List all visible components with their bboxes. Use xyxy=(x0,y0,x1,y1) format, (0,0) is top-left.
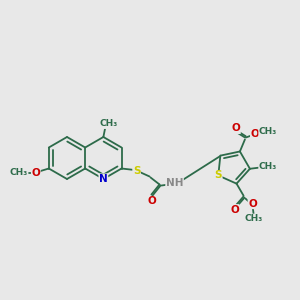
Text: CH₃: CH₃ xyxy=(244,214,263,223)
Text: S: S xyxy=(133,166,140,176)
Text: O: O xyxy=(250,130,259,140)
Text: NH: NH xyxy=(166,178,183,188)
Text: N: N xyxy=(99,174,108,184)
Text: CH₃: CH₃ xyxy=(99,119,118,128)
Text: O: O xyxy=(230,205,239,214)
Text: O: O xyxy=(147,196,156,206)
Text: O: O xyxy=(248,199,257,208)
Text: CH₃: CH₃ xyxy=(259,162,277,171)
Text: S: S xyxy=(214,170,222,181)
Text: O: O xyxy=(232,124,240,134)
Text: O: O xyxy=(32,167,40,178)
Text: CH₃: CH₃ xyxy=(10,168,28,177)
Text: CH₃: CH₃ xyxy=(259,127,277,136)
